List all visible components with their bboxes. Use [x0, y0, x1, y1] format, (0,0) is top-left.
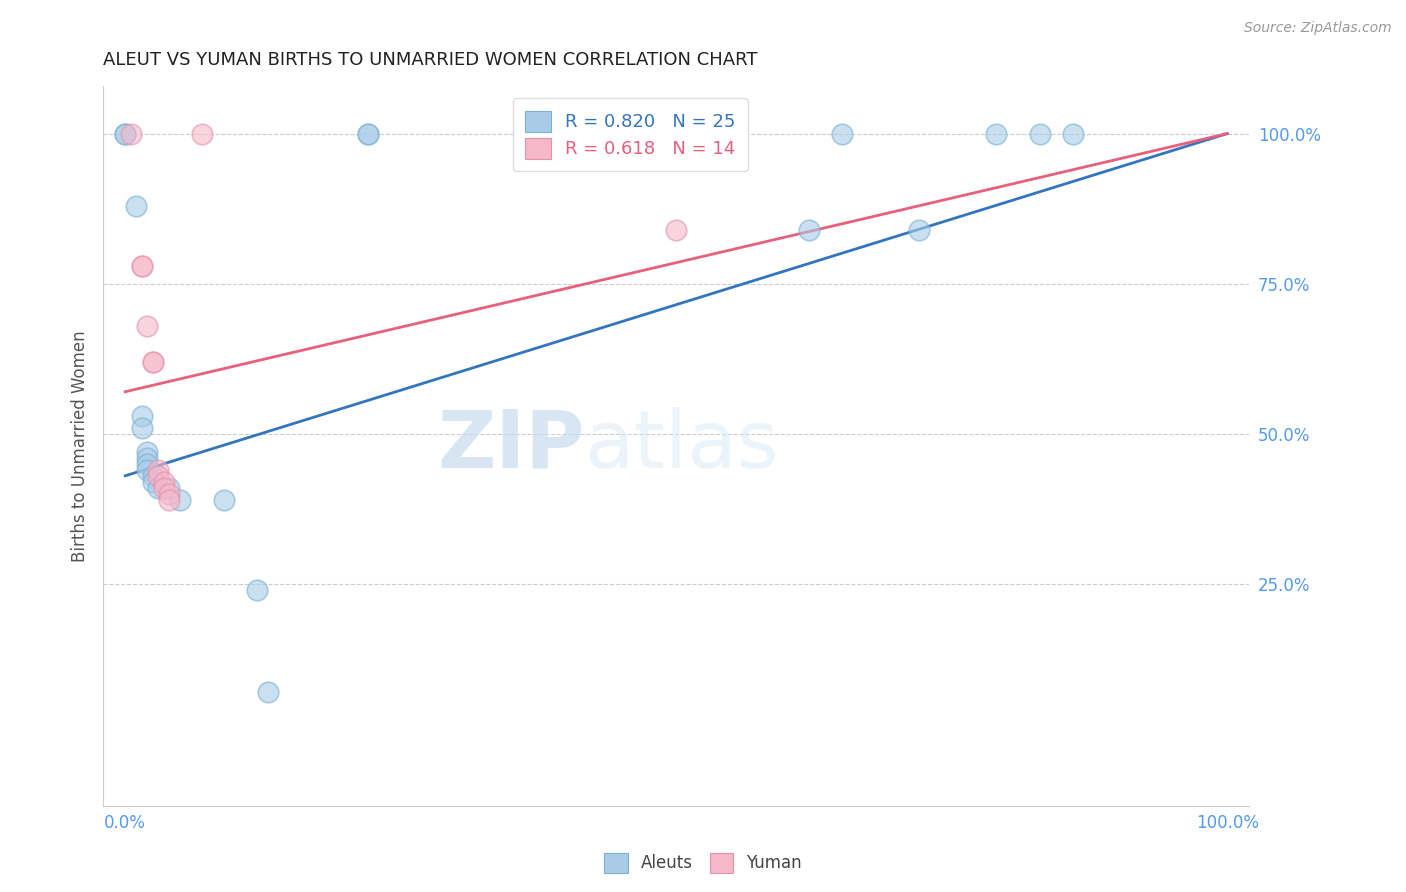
Point	[1062, 127, 1084, 141]
Point	[131, 259, 153, 273]
Text: ZIP: ZIP	[437, 407, 585, 484]
Point	[136, 457, 159, 471]
Point	[148, 468, 170, 483]
Point	[114, 127, 136, 141]
Point	[136, 450, 159, 465]
Point	[665, 127, 688, 141]
Legend: Aleuts, Yuman: Aleuts, Yuman	[598, 847, 808, 880]
Point	[125, 198, 148, 212]
Point	[246, 582, 269, 597]
Point	[1029, 127, 1052, 141]
Point	[214, 492, 236, 507]
Point	[142, 475, 165, 489]
Point	[797, 222, 820, 236]
Point	[831, 127, 853, 141]
Point	[169, 492, 191, 507]
Point	[148, 481, 170, 495]
Point	[152, 481, 174, 495]
Point	[907, 222, 929, 236]
Y-axis label: Births to Unmarried Women: Births to Unmarried Women	[72, 330, 89, 562]
Legend: R = 0.820   N = 25, R = 0.618   N = 14: R = 0.820 N = 25, R = 0.618 N = 14	[513, 98, 748, 171]
Point	[142, 355, 165, 369]
Point	[665, 222, 688, 236]
Point	[136, 444, 159, 458]
Point	[136, 463, 159, 477]
Point	[157, 487, 180, 501]
Point	[152, 475, 174, 489]
Point	[131, 409, 153, 423]
Text: atlas: atlas	[585, 407, 779, 484]
Point	[142, 355, 165, 369]
Point	[191, 127, 214, 141]
Text: Source: ZipAtlas.com: Source: ZipAtlas.com	[1244, 21, 1392, 35]
Point	[131, 421, 153, 435]
Point	[131, 259, 153, 273]
Point	[148, 463, 170, 477]
Point	[257, 685, 280, 699]
Point	[157, 492, 180, 507]
Point	[136, 318, 159, 333]
Point	[984, 127, 1007, 141]
Point	[157, 481, 180, 495]
Point	[114, 127, 136, 141]
Point	[356, 127, 378, 141]
Text: ALEUT VS YUMAN BIRTHS TO UNMARRIED WOMEN CORRELATION CHART: ALEUT VS YUMAN BIRTHS TO UNMARRIED WOMEN…	[103, 51, 758, 69]
Point	[120, 127, 142, 141]
Point	[142, 468, 165, 483]
Point	[356, 127, 378, 141]
